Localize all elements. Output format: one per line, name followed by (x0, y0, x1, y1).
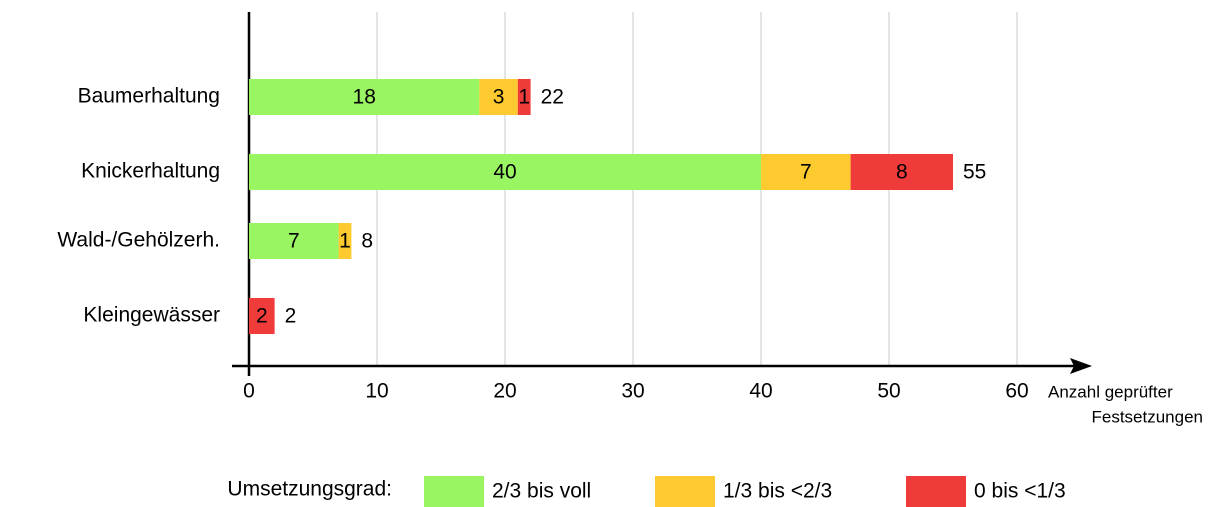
x-axis-label: Anzahl geprüfter (1048, 382, 1173, 401)
total-label: 8 (361, 230, 373, 253)
x-tick-label: 60 (1005, 380, 1028, 403)
bar-segment (338, 223, 352, 259)
y-tick-label: Baumerhaltung (78, 85, 220, 108)
bar-label: 1 (518, 86, 530, 109)
x-tick-label: 30 (621, 380, 644, 403)
bar-label: 1 (339, 230, 351, 253)
x-tick-label: 0 (243, 380, 255, 403)
x-tick-label: 20 (493, 380, 516, 403)
legend-title: Umsetzungsgrad: (227, 478, 392, 501)
bar-label: 18 (353, 86, 376, 109)
bar-segment (479, 79, 518, 115)
legend-label: 2/3 bis voll (492, 480, 591, 503)
bar-label: 40 (493, 161, 516, 184)
total-label: 55 (963, 161, 986, 184)
y-tick-label: Kleingewässer (83, 304, 220, 327)
x-tick-label: 50 (877, 380, 900, 403)
x-axis-label: Festsetzungen (1091, 407, 1203, 426)
bar-segment (249, 298, 275, 334)
bar-label: 7 (288, 230, 300, 253)
bar-segment (517, 79, 531, 115)
y-tick-label: Wald-/Gehölzerh. (57, 229, 220, 252)
total-label: 2 (285, 305, 297, 328)
bar-segment (761, 154, 851, 190)
bar-label: 2 (256, 305, 268, 328)
bar-segment (850, 154, 953, 190)
bar-label: 7 (800, 161, 812, 184)
bar-label: 3 (493, 86, 505, 109)
x-tick-label: 40 (749, 380, 772, 403)
x-axis-arrow (1070, 358, 1092, 374)
legend-swatch (655, 476, 715, 507)
legend-swatch (906, 476, 966, 507)
y-tick-label: Knickerhaltung (81, 160, 220, 183)
total-label: 22 (541, 86, 564, 109)
bar-label: 8 (896, 161, 908, 184)
legend-swatch (424, 476, 484, 507)
bar-segment (249, 223, 339, 259)
x-tick-label: 10 (365, 380, 388, 403)
legend-label: 0 bis <1/3 (974, 480, 1066, 503)
legend-label: 1/3 bis <2/3 (723, 480, 832, 503)
bar-segment (249, 154, 761, 190)
bar-segment (249, 79, 480, 115)
